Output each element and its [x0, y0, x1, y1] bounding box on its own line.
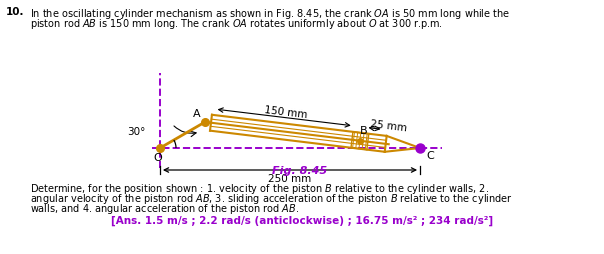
Text: C: C	[426, 151, 434, 161]
Text: angular velocity of the piston rod $AB$, 3. sliding acceleration of the piston $: angular velocity of the piston rod $AB$,…	[30, 192, 513, 206]
Text: 250 mm: 250 mm	[268, 174, 312, 184]
Text: Fig. 8.45: Fig. 8.45	[272, 166, 327, 176]
Text: 150 mm: 150 mm	[264, 105, 308, 120]
Text: walls, and 4. angular acceleration of the piston rod $AB$.: walls, and 4. angular acceleration of th…	[30, 202, 299, 216]
Text: In the oscillating cylinder mechanism as shown in Fig. 8.45, the crank $OA$ is 5: In the oscillating cylinder mechanism as…	[30, 7, 510, 21]
Text: B: B	[360, 126, 368, 136]
Text: 25 mm: 25 mm	[370, 119, 407, 134]
Text: [Ans. 1.5 m/s ; 2.2 rad/s (anticlockwise) ; 16.75 m/s² ; 234 rad/s²]: [Ans. 1.5 m/s ; 2.2 rad/s (anticlockwise…	[111, 216, 493, 226]
Text: 30°: 30°	[127, 127, 145, 137]
Text: Determine, for the position shown : 1. velocity of the piston $B$ relative to th: Determine, for the position shown : 1. v…	[30, 182, 489, 196]
Text: A: A	[193, 109, 201, 119]
Text: 10.: 10.	[6, 7, 25, 17]
Text: O: O	[153, 153, 162, 163]
Text: piston rod $AB$ is 150 mm long. The crank $OA$ rotates uniformly about $O$ at 30: piston rod $AB$ is 150 mm long. The cran…	[30, 17, 443, 31]
